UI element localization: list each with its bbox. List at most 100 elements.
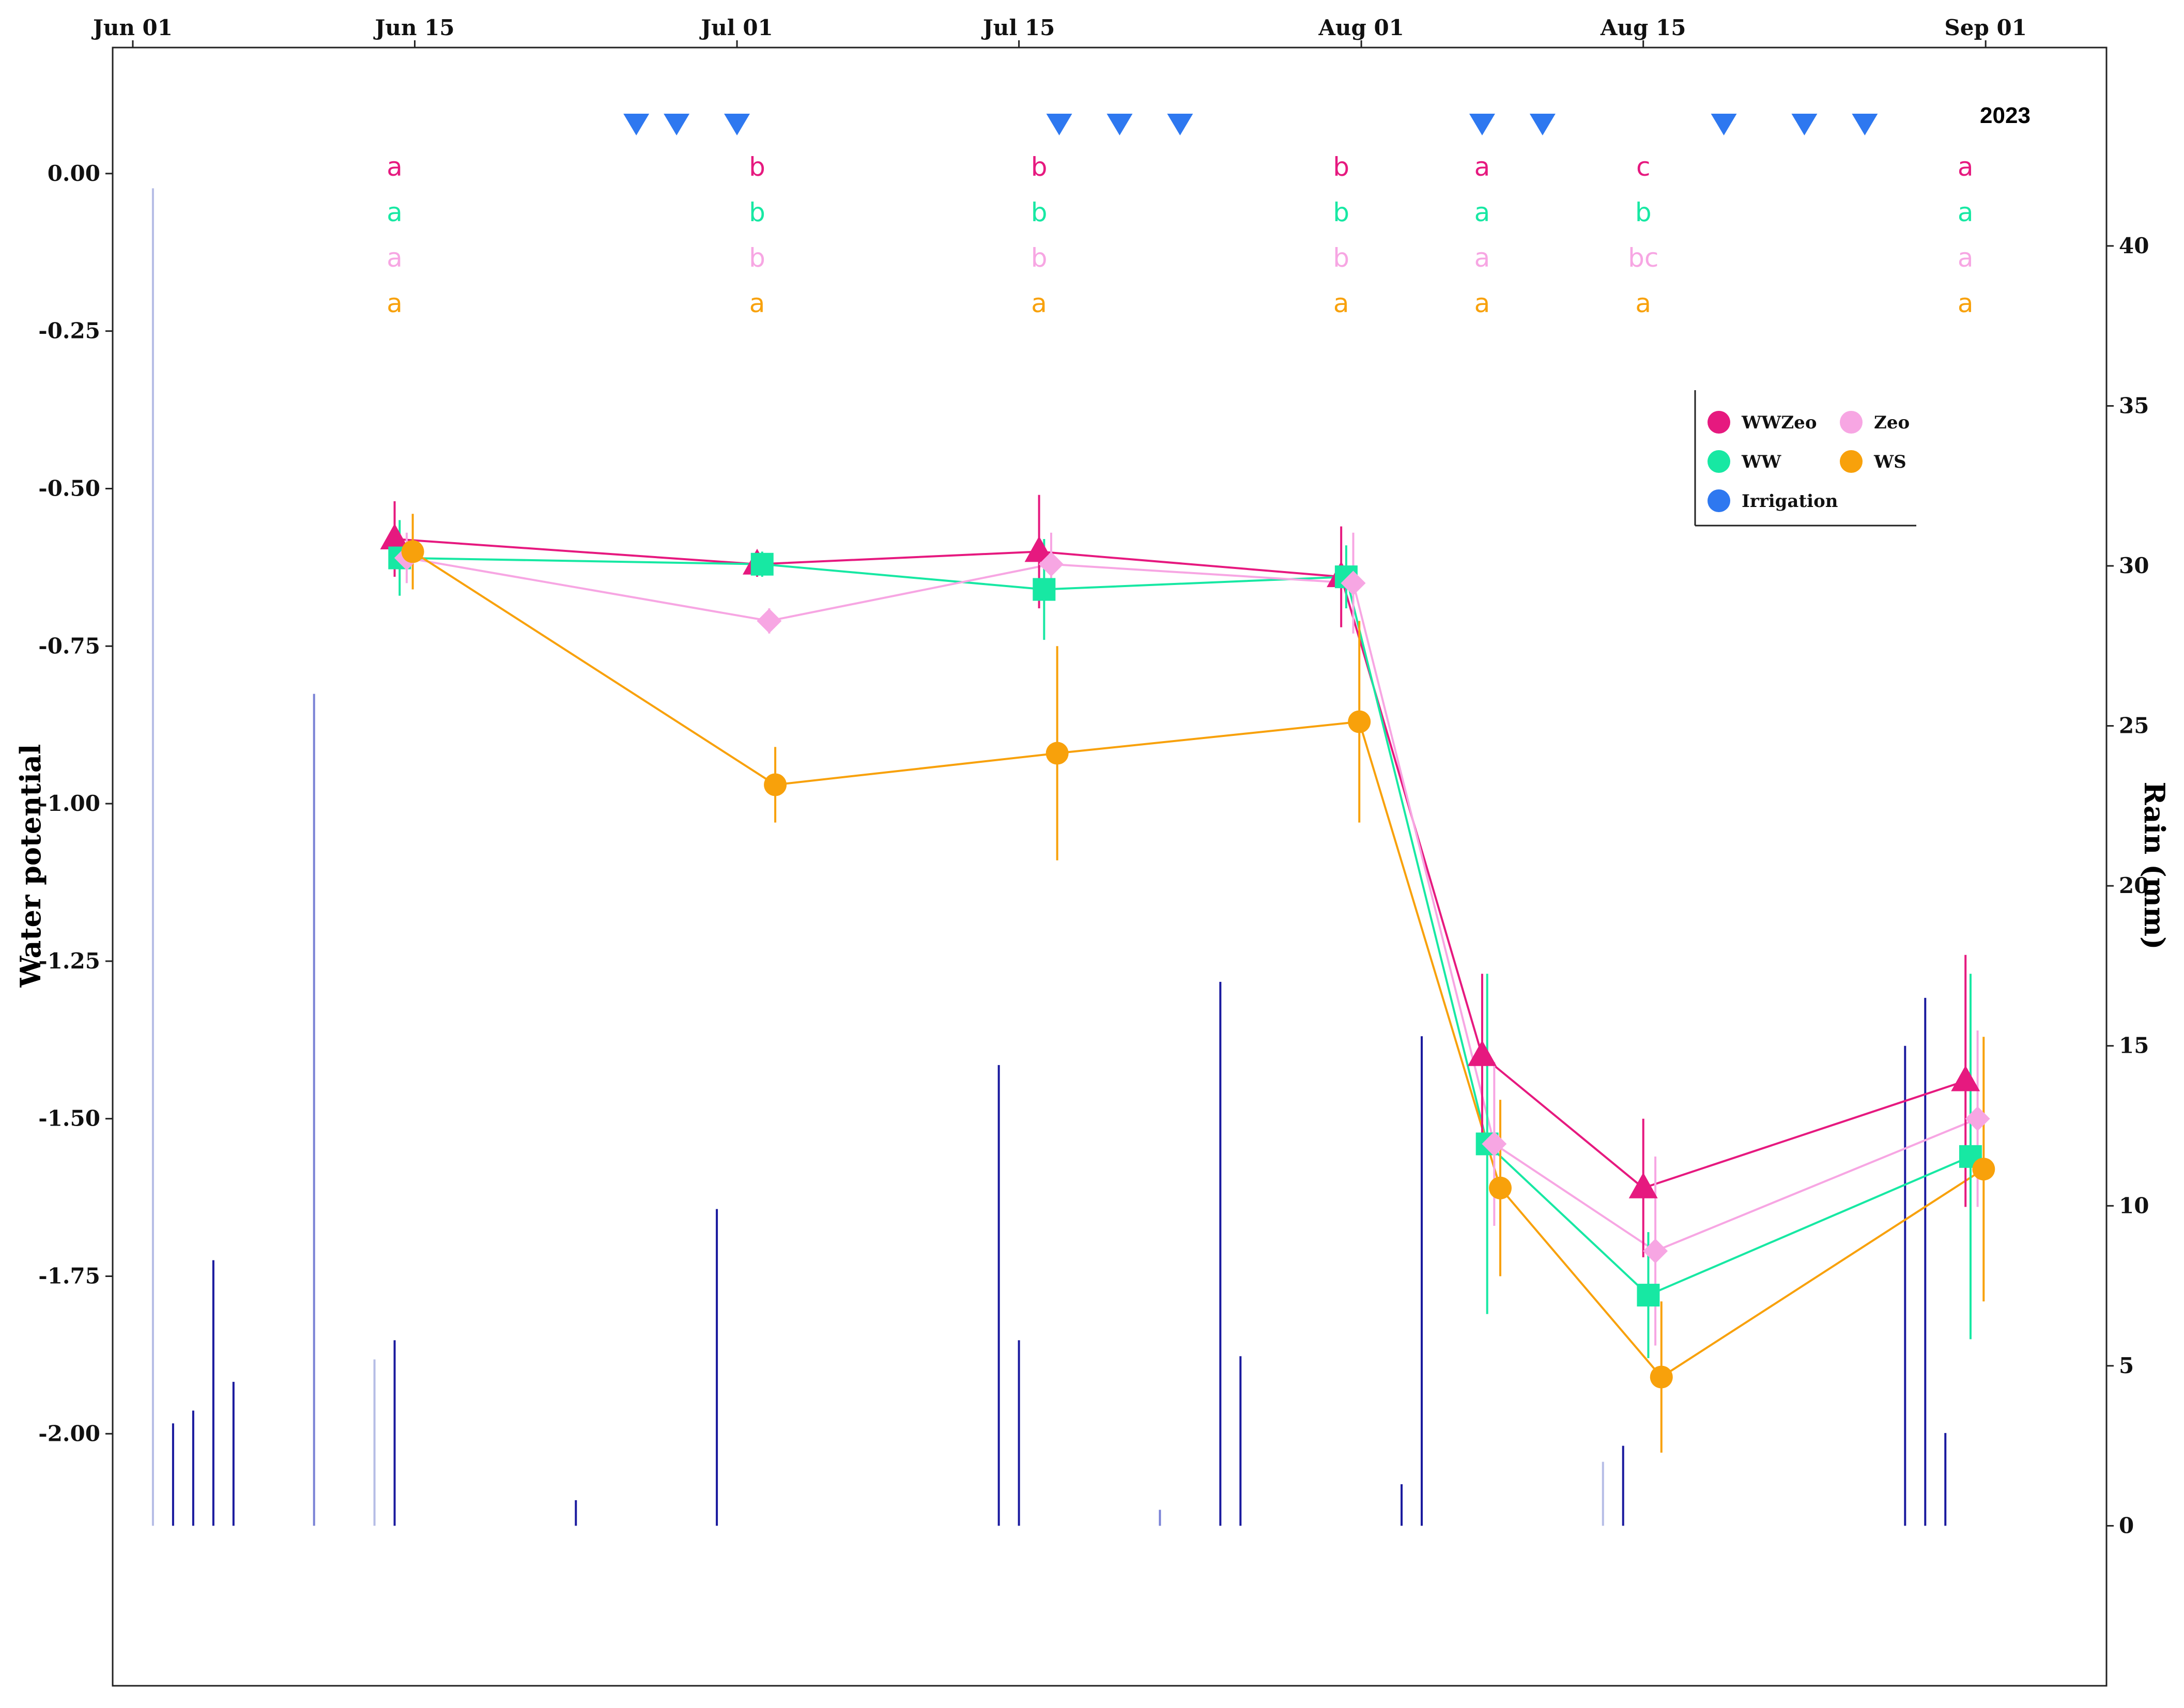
legend-label: WWZeo	[1741, 412, 1817, 433]
significance-letter: b	[1333, 243, 1349, 273]
x-axis: Jun 01 Jun 15 Jul 01 Jul 15 Aug 01 Aug 15 Sep …	[91, 15, 2027, 48]
y2-tick-label: 20	[2119, 873, 2149, 898]
legend-swatch	[1840, 450, 1863, 473]
y-tick-label: -2.00	[38, 1421, 100, 1446]
significance-letter: a	[1958, 197, 1974, 227]
y2-tick-label: 40	[2119, 233, 2149, 258]
plot-panel	[112, 47, 2108, 1687]
data-point-zeo	[1341, 571, 1366, 596]
data-point-zeo	[757, 608, 782, 634]
irrigation-marker	[1469, 114, 1495, 135]
data-point-wwzeo	[1467, 1040, 1497, 1066]
irrigation-marker	[1046, 114, 1072, 135]
irrigation-markers	[623, 114, 1878, 135]
significance-letter: b	[1635, 197, 1652, 227]
significance-letter: b	[1031, 152, 1048, 182]
y-tick-label: -0.50	[38, 475, 100, 501]
y2-tick-label: 25	[2119, 713, 2149, 738]
legend-label: Zeo	[1874, 412, 1910, 433]
data-point-ws	[1650, 1365, 1673, 1389]
significance-letter: bc	[1628, 243, 1658, 273]
irrigation-marker	[1852, 114, 1878, 135]
legend-label: WS	[1873, 452, 1906, 472]
x-tick-label: Aug 15	[1600, 15, 1686, 40]
significance-letter: a	[387, 243, 403, 273]
significance-letter: a	[387, 288, 403, 318]
legend-label: Irrigation	[1742, 491, 1838, 512]
legend-label: WW	[1741, 452, 1781, 472]
significance-letter: b	[749, 243, 765, 273]
y-tick-label: -1.50	[38, 1106, 100, 1131]
legend: WWZeo Zeo WW WS Irrigation	[1694, 390, 1916, 527]
year-label: 2023	[1980, 103, 2031, 128]
legend-swatch	[1708, 489, 1730, 512]
y-tick-label: -0.25	[38, 318, 100, 344]
irrigation-marker	[623, 114, 650, 135]
significance-letter: a	[1474, 152, 1490, 182]
y2-tick-label: 15	[2119, 1033, 2149, 1058]
data-point-zeo	[1965, 1106, 1990, 1131]
y-tick-label: -1.00	[38, 791, 100, 816]
significance-letter: a	[387, 197, 403, 227]
significance-letter: a	[1474, 243, 1490, 273]
data-point-ww	[750, 552, 774, 576]
legend-swatch	[1840, 411, 1863, 434]
significance-letter: a	[1474, 288, 1490, 318]
data-point-wwzeo	[380, 524, 409, 549]
data-point-wwzeo	[1951, 1065, 1980, 1091]
x-tick-label: Sep 01	[1944, 15, 2027, 40]
y-tick-label: -0.75	[38, 633, 100, 658]
data-point-zeo	[1643, 1238, 1668, 1264]
rain-bars	[151, 188, 1947, 1526]
significance-letter: b	[1031, 197, 1048, 227]
significance-letter: a	[1333, 288, 1349, 318]
y-tick-label: -1.25	[38, 948, 100, 974]
significance-letter: a	[1958, 288, 1974, 318]
data-point-zeo	[1482, 1131, 1507, 1157]
x-tick-label: Jul 01	[699, 15, 773, 40]
y-tick-label: -1.75	[38, 1264, 100, 1289]
significance-letter: a	[1958, 243, 1974, 273]
significance-letter: a	[1474, 197, 1490, 227]
significance-letter: a	[1958, 152, 1974, 182]
data-point-zeo	[1038, 551, 1064, 577]
significance-letter: c	[1636, 152, 1651, 182]
x-tick-label: Jun 15	[373, 15, 455, 40]
y2-tick-label: 10	[2119, 1193, 2149, 1218]
significance-letter: a	[387, 152, 403, 182]
data-point-ws	[1489, 1176, 1512, 1199]
irrigation-marker	[664, 114, 690, 135]
legend-swatch	[1708, 411, 1730, 434]
irrigation-marker	[1106, 114, 1133, 135]
significance-letter: a	[1031, 288, 1047, 318]
significance-letter: a	[1635, 288, 1651, 318]
y2-tick-label: 0	[2119, 1513, 2134, 1538]
y-axis-right: 0 5 10 15 20 25 30 35 40	[2106, 233, 2149, 1538]
data-point-ww	[1033, 578, 1056, 601]
x-tick-label: Jun 01	[91, 15, 173, 40]
data-point-ws	[1972, 1158, 1995, 1181]
data-point-ws	[1348, 710, 1371, 733]
y2-tick-label: 5	[2119, 1353, 2134, 1378]
significance-letter: b	[1333, 152, 1349, 182]
x-tick-label: Jul 15	[981, 15, 1055, 40]
y-axis-title: Water potential	[14, 744, 47, 988]
y2-tick-label: 35	[2119, 393, 2149, 418]
legend-swatch	[1708, 450, 1730, 473]
irrigation-marker	[1711, 114, 1737, 135]
data-point-ws	[764, 773, 787, 796]
irrigation-marker	[1529, 114, 1556, 135]
data-point-wwzeo	[1024, 536, 1054, 562]
irrigation-marker	[1167, 114, 1193, 135]
significance-letter: b	[749, 152, 765, 182]
significance-letter: a	[749, 288, 765, 318]
significance-letter: b	[749, 197, 765, 227]
irrigation-marker	[1791, 114, 1818, 135]
data-point-ws	[1045, 742, 1069, 765]
data-point-ww	[1637, 1284, 1660, 1307]
irrigation-marker	[724, 114, 750, 135]
y-axis-left: 0.00 -0.25 -0.50 -0.75 -1.00 -1.25 -1.50 -1.75 -…	[38, 161, 113, 1446]
data-point-wwzeo	[1628, 1172, 1658, 1198]
